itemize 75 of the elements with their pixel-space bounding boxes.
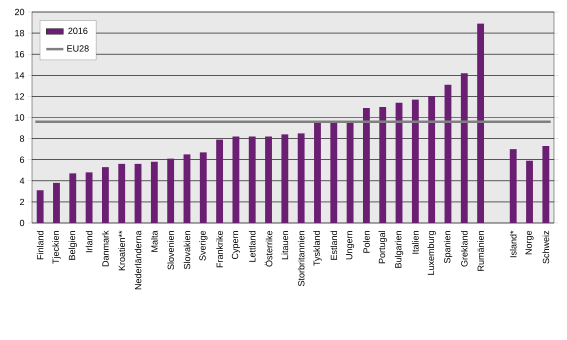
x-tick-label: Nederländerna — [134, 230, 142, 290]
x-tick-label: Luxemburg — [427, 231, 436, 275]
bar — [102, 167, 109, 223]
bar — [248, 136, 256, 223]
x-tick-label: Island* — [510, 230, 517, 258]
bar — [526, 160, 533, 223]
x-tick-label: Spanien — [444, 231, 452, 264]
y-tick-label: 12 — [15, 93, 24, 100]
bar — [265, 136, 272, 223]
x-tick-label: Norge — [526, 230, 534, 254]
y-tick-label: 10 — [15, 114, 24, 121]
x-tick-label: Finland — [36, 231, 44, 260]
bar — [150, 162, 158, 223]
legend-label: 2016 — [68, 28, 88, 34]
x-tick-label: Bulgarien — [394, 231, 404, 268]
y-tick-label: 8 — [20, 135, 24, 142]
bar — [216, 140, 224, 223]
x-tick-label: Slovenien — [167, 231, 174, 270]
bar — [167, 158, 174, 223]
y-tick-label: 16 — [15, 51, 24, 58]
x-tick-label: Lettland — [248, 231, 256, 262]
y-tick-label: 0 — [20, 220, 24, 226]
bar — [134, 164, 142, 223]
bar — [86, 172, 93, 223]
x-tick-label: Belgien — [68, 231, 77, 260]
x-tick-label: Ungern — [346, 231, 354, 260]
bar — [460, 73, 468, 223]
y-tick-label: 20 — [14, 8, 24, 16]
x-tick-label: Estland — [330, 231, 338, 260]
x-tick-label: Slovakien — [184, 231, 190, 270]
x-tick-label: Portugal — [378, 231, 387, 264]
bar — [184, 154, 190, 223]
x-tick-label: Italien — [412, 231, 419, 254]
bar — [232, 136, 240, 223]
bar — [542, 146, 550, 223]
x-tick-label: Cypern — [232, 231, 240, 260]
bar — [298, 133, 305, 223]
bar — [379, 106, 386, 223]
x-tick-label: Danmark — [102, 230, 109, 266]
y-tick-label: 14 — [15, 72, 24, 78]
bar — [200, 152, 207, 223]
bar — [346, 122, 354, 223]
legend-label: EU28 — [67, 45, 89, 52]
bar — [396, 102, 402, 223]
bar — [53, 182, 60, 223]
x-tick-label: Irland — [86, 231, 92, 252]
bar — [428, 96, 436, 223]
y-tick-label: 6 — [20, 156, 24, 163]
y-tick-label: 18 — [15, 30, 24, 36]
x-tick-label: Österrike — [264, 230, 272, 267]
x-tick-label: Tjeckien — [52, 231, 61, 264]
bar — [314, 122, 321, 223]
x-tick-label: Frankrike — [216, 230, 223, 268]
bar — [362, 108, 370, 223]
x-tick-label: Schweiz — [542, 230, 550, 264]
y-tick-label: 2 — [20, 198, 24, 206]
bar — [36, 190, 44, 223]
x-tick-label: Litauen — [282, 231, 288, 260]
x-tick-label: Grekland — [460, 231, 468, 267]
y-tick-label: 4 — [20, 178, 24, 184]
bar — [444, 84, 452, 223]
x-tick-label: Polen — [363, 231, 370, 253]
bar — [477, 24, 484, 223]
x-tick-label: Rumänien — [477, 231, 484, 271]
bar — [118, 164, 126, 223]
x-tick-label: Storbritannien — [298, 231, 304, 286]
bar — [330, 122, 338, 223]
bar — [412, 100, 419, 223]
x-tick-label: Kroatien** — [118, 230, 126, 270]
bar — [510, 149, 517, 223]
bar — [281, 134, 288, 223]
x-tick-label: Tyskland — [313, 231, 322, 266]
x-tick-label: Malta — [151, 230, 158, 252]
x-tick-label: Sverige — [199, 230, 208, 261]
bar — [69, 173, 76, 223]
